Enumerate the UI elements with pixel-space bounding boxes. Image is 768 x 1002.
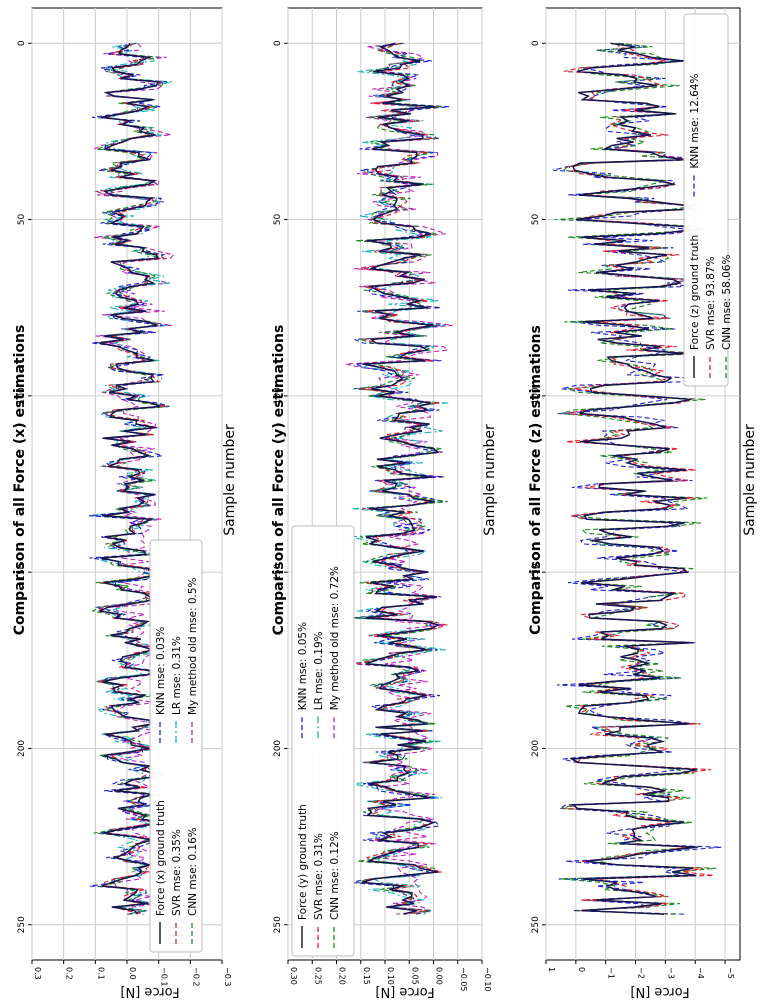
y-tick-label: 0.05 xyxy=(410,967,419,985)
x-tick-label: 250 xyxy=(531,916,541,933)
plot-area: 0 50 100 150 200 250 −5 −4 −3 −2 −1 0 1 Force (z) gro… xyxy=(531,7,741,979)
y-tick-label: 0.15 xyxy=(362,967,371,985)
legend-label: SVR mse: 93.87% xyxy=(705,256,717,350)
y-tick-label: −0.3 xyxy=(223,967,232,986)
legend-label: CNN mse: 0.12% xyxy=(329,831,341,920)
x-tick-label: 200 xyxy=(17,740,27,757)
force-y-panel: Comparison of all Force (y) estimations … xyxy=(271,7,498,999)
x-tick-label: 0 xyxy=(273,40,283,46)
legend-box xyxy=(683,13,729,387)
y-tick-label: −4 xyxy=(696,967,705,979)
y-axis-label: Force [N] xyxy=(630,984,689,999)
x-tick-label: 200 xyxy=(273,740,283,757)
y-tick-label: 1 xyxy=(547,967,556,972)
x-tick-label: 150 xyxy=(531,563,541,580)
y-tick-label: −1 xyxy=(607,967,616,979)
x-tick-label: 100 xyxy=(17,387,27,404)
force-z-panel: Comparison of all Force (z) estimations … xyxy=(528,7,758,999)
legend-label: LR mse: 0.19% xyxy=(313,631,325,710)
x-tick-label: 100 xyxy=(273,387,283,404)
x-tick-label: 50 xyxy=(17,214,27,226)
panel-title: Comparison of all Force (x) estimations xyxy=(12,325,28,636)
y-tick-label: −5 xyxy=(726,967,735,979)
x-tick-label: 250 xyxy=(273,916,283,933)
legend-label: KNN mse: 12.64% xyxy=(689,74,701,169)
x-tick-label: 0 xyxy=(531,40,541,46)
y-tick-label: −2 xyxy=(637,967,646,979)
series-group xyxy=(88,42,175,915)
series-line xyxy=(89,42,173,915)
y-tick-label: 0.30 xyxy=(289,967,298,985)
legend-label: SVR mse: 0.31% xyxy=(313,833,325,920)
plot-area: 0 50 100 150 200 250 −0.3 −0.2 −0.1 0.0 0.1 0.2 0.3 F… xyxy=(17,7,232,986)
legend-label: CNN mse: 58.06% xyxy=(721,255,733,350)
y-tick-label: −0.10 xyxy=(483,967,492,992)
series-group xyxy=(345,42,453,915)
y-axis-label: Force [N] xyxy=(120,984,179,999)
x-tick-label: 50 xyxy=(273,214,283,226)
y-tick-label: 0.10 xyxy=(386,967,395,985)
force-x-panel: Comparison of all Force (x) estimations … xyxy=(12,7,238,999)
y-tick-label: −0.1 xyxy=(160,967,169,986)
legend-label: LR mse: 0.31% xyxy=(171,636,183,715)
legend-box xyxy=(149,539,203,953)
x-tick-label: 250 xyxy=(17,916,27,933)
series-line xyxy=(563,42,714,915)
knn-overlay-line xyxy=(362,42,441,915)
legend-label: KNN mse: 0.05% xyxy=(297,622,309,710)
x-axis-label: Sample number xyxy=(742,424,758,536)
y-tick-label: 0.0 xyxy=(128,967,137,980)
x-axis-label: Sample number xyxy=(222,424,238,536)
y-tick-label: −0.05 xyxy=(459,967,468,992)
y-tick-label: 0.20 xyxy=(338,967,347,985)
y-tick-label: 0.3 xyxy=(33,967,42,980)
legend-label: My method old mse: 0.72% xyxy=(329,566,341,710)
y-tick-label: 0.00 xyxy=(435,967,444,985)
legend-label: Force (y) ground truth xyxy=(297,804,309,920)
y-tick-label: 0.25 xyxy=(313,967,322,985)
x-tick-label: 100 xyxy=(531,387,541,404)
panel-title: Comparison of all Force (y) estimations xyxy=(271,325,287,636)
x-tick-label: 150 xyxy=(273,563,283,580)
y-tick-label: 0.1 xyxy=(96,967,105,980)
legend-label: Force (x) ground truth xyxy=(155,800,167,916)
x-tick-label: 0 xyxy=(17,40,27,46)
y-tick-label: 0 xyxy=(577,967,586,972)
y-axis-label: Force [N] xyxy=(375,984,434,999)
legend-label: SVR mse: 0.35% xyxy=(171,829,183,916)
knn-overlay-line xyxy=(569,42,698,915)
legend-box xyxy=(291,525,355,957)
series-group xyxy=(552,42,722,915)
legend-label: CNN mse: 0.16% xyxy=(187,827,199,916)
x-tick-label: 200 xyxy=(531,740,541,757)
panel-title: Comparison of all Force (z) estimations xyxy=(528,325,544,635)
x-tick-label: 150 xyxy=(17,563,27,580)
legend-label: My method old mse: 0.5% xyxy=(187,577,199,715)
plot-area: 0 50 100 150 200 250 −0.10 −0.05 0.00 0.05 0.10 0.1… xyxy=(273,7,492,992)
legend-label: Force (z) ground truth xyxy=(689,235,701,350)
x-axis-label: Sample number xyxy=(482,424,498,536)
legend-label: KNN mse: 0.03% xyxy=(155,627,167,715)
y-tick-label: −3 xyxy=(666,967,675,979)
knn-overlay-line xyxy=(98,42,161,915)
x-tick-label: 50 xyxy=(531,214,541,226)
y-tick-label: −0.2 xyxy=(191,967,200,986)
y-tick-label: 0.2 xyxy=(65,967,74,980)
